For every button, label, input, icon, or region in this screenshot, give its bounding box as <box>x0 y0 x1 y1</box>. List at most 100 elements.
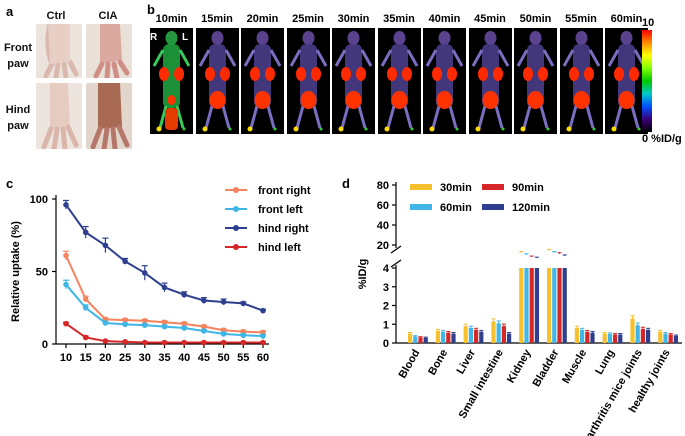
pet-frame <box>605 28 648 134</box>
data-point <box>161 339 168 346</box>
legend-swatch-marker <box>233 206 239 212</box>
data-point <box>142 322 148 328</box>
col-label-ctrl: Ctrl <box>46 10 66 22</box>
bar <box>663 333 668 343</box>
y-tick-label: 0 <box>42 339 48 351</box>
y-tick-label: 4 <box>383 263 390 275</box>
bar <box>479 331 484 343</box>
bar <box>507 333 512 343</box>
pet-frame <box>332 28 375 134</box>
bar <box>524 268 529 343</box>
data-point <box>161 323 168 330</box>
bar <box>446 332 451 343</box>
row-label-front-paw-word: paw <box>7 58 29 70</box>
side-label-left: L <box>182 32 189 43</box>
bar <box>534 268 539 343</box>
photo-ctrl-front-paw <box>36 24 82 78</box>
x-tick-label: 20 <box>99 352 111 364</box>
x-tick-label: 10 <box>60 352 72 364</box>
pet-time-label: 25min <box>292 13 324 25</box>
y-tick-label: 100 <box>30 194 48 206</box>
data-point <box>260 307 266 314</box>
bar <box>602 333 607 343</box>
pet-time-label: 60min <box>610 13 643 25</box>
pet-frame <box>423 28 466 134</box>
bar <box>547 268 552 343</box>
data-point <box>201 297 207 304</box>
data-point <box>142 270 148 276</box>
pet-time-label: 20min <box>246 13 279 25</box>
bar <box>635 325 640 343</box>
pet-frame <box>559 28 603 134</box>
data-point <box>142 339 148 346</box>
row-label-hind: Hind <box>5 104 31 116</box>
bar <box>423 337 428 343</box>
data-point <box>82 229 89 236</box>
x-tick-label: 45 <box>198 352 210 364</box>
data-point <box>201 323 207 330</box>
series-line <box>65 204 264 312</box>
x-tick-label: Bone <box>426 348 450 378</box>
y-tick-label: 20 <box>377 240 389 252</box>
bar <box>585 331 590 343</box>
x-tick-label: 25 <box>119 352 131 364</box>
pet-time-label: 15min <box>201 13 233 25</box>
x-tick-label: Lung <box>593 348 617 377</box>
bar <box>580 329 585 343</box>
data-point <box>122 258 128 265</box>
y-tick-label: 0 <box>383 338 389 350</box>
photo-ctrl-hind-paw <box>36 83 82 149</box>
x-tick-label: 15 <box>80 352 92 364</box>
x-tick-label: 30 <box>139 352 151 364</box>
data-point <box>63 252 69 259</box>
bar <box>658 331 663 343</box>
y-tick-label: 60 <box>377 200 389 212</box>
data-point <box>181 320 187 327</box>
pet-time-label: 10min <box>155 13 188 25</box>
data-point <box>82 296 89 302</box>
legend-swatch <box>410 204 432 210</box>
data-point <box>63 320 69 327</box>
pet-frame <box>377 28 421 134</box>
row-label-hind-paw-word: paw <box>7 120 29 132</box>
pet-frame <box>150 28 193 134</box>
row-label-front-paw: Front paw <box>0 40 36 72</box>
bar <box>435 330 440 343</box>
y-tick-label: 50 <box>36 267 48 279</box>
data-point <box>63 202 69 208</box>
data-point <box>161 319 168 326</box>
bar <box>468 328 473 343</box>
data-point <box>220 331 227 337</box>
pet-time-label: 30min <box>337 13 370 25</box>
legend-label: 30min <box>440 182 472 194</box>
x-tick-label: Bladder <box>531 347 562 389</box>
data-point <box>142 318 148 324</box>
data-point <box>122 339 128 345</box>
x-tick-label: 50 <box>217 352 229 364</box>
data-point <box>220 339 227 346</box>
legend-swatch-marker <box>233 225 239 231</box>
data-point <box>240 339 247 346</box>
panel-label-b: b <box>147 2 155 17</box>
x-tick-label: 40 <box>178 352 190 364</box>
bar <box>474 329 479 343</box>
x-tick-label: 35 <box>158 352 170 364</box>
legend-label: front right <box>258 185 311 197</box>
pet-time-label: 35min <box>383 13 415 25</box>
data-point <box>161 284 168 291</box>
bar <box>613 334 618 343</box>
axis-break-mark <box>390 245 402 254</box>
bar <box>557 268 562 343</box>
row-label-hind-paw: Hind paw <box>0 102 36 134</box>
pet-frame <box>241 28 284 134</box>
data-point <box>260 339 266 346</box>
y-axis-label: %ID/g <box>357 259 369 290</box>
data-point <box>82 334 89 341</box>
axis-break-mark <box>390 259 402 268</box>
legend-label: hind right <box>258 223 309 235</box>
data-point <box>181 291 187 298</box>
panel-label-c: c <box>6 176 14 191</box>
pet-time-label: 40min <box>428 13 461 25</box>
bar <box>496 323 501 343</box>
x-tick-label: Blood <box>397 348 423 381</box>
